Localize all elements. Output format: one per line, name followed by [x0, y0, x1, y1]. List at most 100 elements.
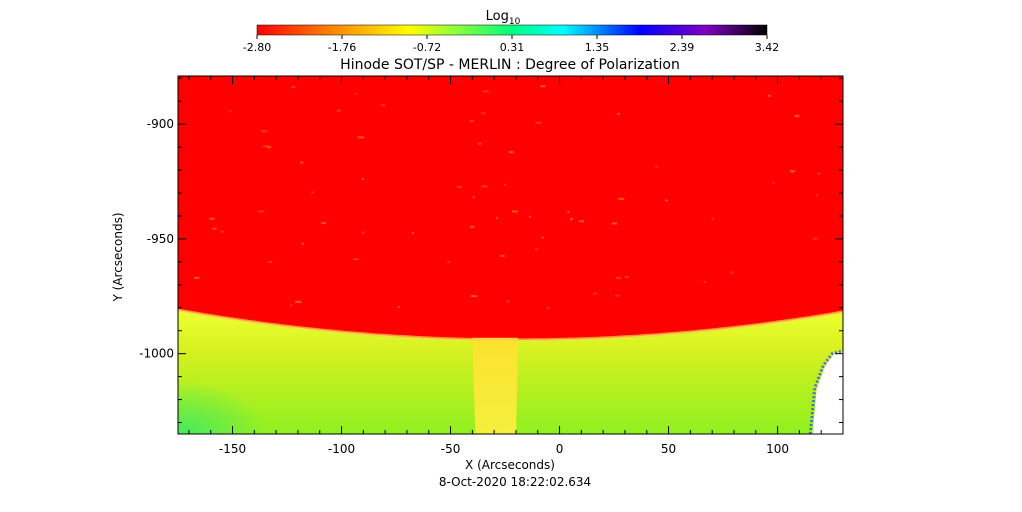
speckle: [311, 191, 315, 194]
speckle: [665, 199, 669, 202]
y-axis-ticks: -900 -950 -1000: [139, 77, 843, 424]
speckle: [194, 276, 200, 279]
speckle: [767, 94, 771, 97]
colorbar-tick-label: -2.80: [243, 41, 271, 54]
speckle: [535, 121, 542, 124]
limb-edge: [178, 308, 843, 342]
y-tick-label: -1000: [139, 347, 174, 361]
speckle: [508, 151, 514, 154]
speckle: [616, 277, 622, 279]
high-polarization-band: [472, 337, 519, 434]
speckle: [361, 178, 364, 180]
x-tick-label: -50: [441, 442, 461, 456]
plot-frame: [177, 75, 844, 435]
speckle: [495, 217, 498, 220]
speckle: [579, 220, 584, 223]
speckle: [469, 120, 474, 122]
speckle: [790, 170, 795, 173]
speckle: [291, 86, 296, 89]
speckle: [478, 142, 482, 145]
speckle: [481, 112, 486, 115]
x-tick-label: 50: [661, 442, 676, 456]
speckle: [381, 104, 386, 107]
speckle: [353, 258, 359, 261]
speckle: [456, 186, 462, 189]
speckle: [447, 261, 451, 264]
speckle: [654, 165, 658, 168]
off-limb-speckles: [194, 85, 821, 309]
speckle: [262, 145, 269, 148]
colorbar-tick-label: -0.72: [413, 41, 441, 54]
speckle: [470, 225, 475, 228]
x-tick-label: -150: [219, 442, 246, 456]
colorbar-tick-label: 0.31: [500, 41, 525, 54]
y-axis-label: Y (Arcseconds): [111, 212, 125, 302]
colorbar-gradient: [256, 24, 768, 36]
y-tick-label: -950: [147, 232, 174, 246]
speckle: [300, 161, 304, 164]
speckle: [567, 211, 570, 214]
speckle: [361, 231, 365, 234]
speckle: [730, 271, 734, 274]
speckle: [220, 230, 224, 233]
x-tick-label: 100: [766, 442, 789, 456]
colorbar-title-subscript: 10: [509, 17, 521, 27]
speckle: [540, 85, 546, 88]
speckle: [212, 227, 217, 230]
speckle: [482, 90, 489, 93]
speckle: [624, 276, 629, 279]
colorbar-tick-label: 3.42: [755, 41, 780, 54]
speckle: [772, 181, 775, 184]
timestamp-label: 8-Oct-2020 18:22:02.634: [439, 475, 591, 489]
speckle: [535, 248, 538, 251]
speckle: [355, 92, 358, 95]
colorbar-tick-label: -1.76: [328, 41, 356, 54]
speckle: [794, 114, 800, 117]
speckle: [481, 185, 488, 188]
speckle: [268, 261, 273, 263]
speckle: [615, 294, 620, 297]
no-data-edge: [808, 349, 842, 434]
colorbar-tick-label: 1.35: [585, 41, 610, 54]
speckle: [570, 218, 573, 221]
speckle: [290, 303, 293, 306]
disk-corner-glow: [178, 380, 268, 434]
speckle: [301, 242, 304, 245]
speckle: [817, 172, 821, 175]
speckle: [321, 222, 327, 225]
speckle: [541, 236, 544, 239]
speckle: [267, 146, 272, 149]
x-tick-label: 0: [556, 442, 564, 456]
y-tick-label: -900: [147, 117, 174, 131]
speckle: [813, 237, 818, 240]
x-axis-label: X (Arcseconds): [465, 458, 555, 472]
speckle: [506, 300, 510, 303]
x-axis-ticks: -150 -100 -50 0 50 100: [188, 76, 822, 456]
speckle: [611, 222, 617, 225]
colorbar: Log10 -2.80 -1.76 -0.72 0.31 1.35 2.39 3.42: [243, 9, 779, 54]
speckle: [261, 130, 268, 133]
speckle: [258, 210, 265, 213]
speckle: [336, 109, 341, 112]
colorbar-title: Log10: [486, 9, 521, 27]
heatmap-image: [178, 76, 843, 434]
speckle: [411, 232, 414, 234]
speckle: [500, 254, 505, 257]
speckle: [711, 217, 714, 220]
speckle: [703, 281, 706, 283]
x-tick-label: -100: [328, 442, 355, 456]
speckle: [472, 196, 475, 199]
speckle: [397, 306, 400, 309]
speckle: [816, 194, 819, 197]
speckle: [470, 295, 477, 298]
speckle: [617, 112, 621, 115]
colorbar-ticks: -2.80 -1.76 -0.72 0.31 1.35 2.39 3.42: [243, 35, 779, 54]
speckle: [229, 110, 232, 113]
speckle: [357, 136, 364, 139]
speckle: [593, 292, 597, 295]
speckle: [504, 183, 507, 186]
speckle: [295, 300, 302, 303]
no-data-region: [812, 351, 843, 434]
colorbar-tick-label: 2.39: [670, 41, 695, 54]
speckle: [546, 306, 550, 309]
